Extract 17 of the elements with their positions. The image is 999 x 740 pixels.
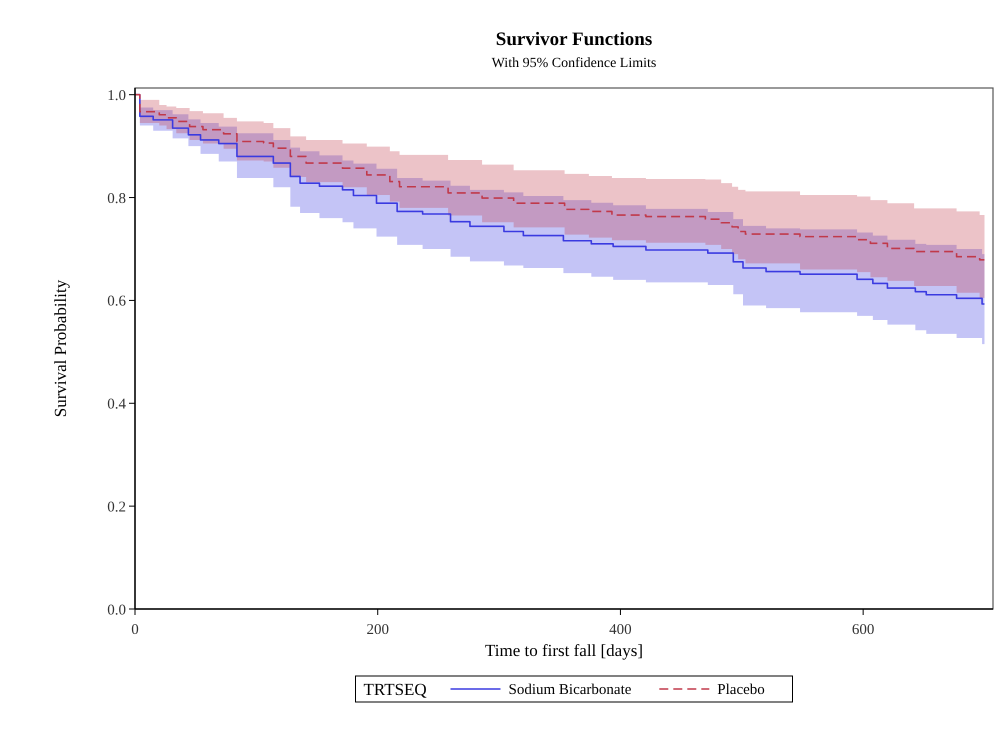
legend-label: Sodium Bicarbonate: [508, 682, 632, 698]
y-axis-title: Survival Probability: [51, 279, 70, 418]
x-axis-title: Time to first fall [days]: [484, 641, 644, 660]
y-tick-label: 0.2: [107, 499, 126, 516]
legend-title: TRTSEQ: [364, 680, 427, 699]
y-tick-label: 0.0: [107, 602, 126, 618]
legend-label: Placebo: [717, 682, 765, 698]
x-tick-label: 400: [609, 622, 632, 638]
chart-title: Survivor Functions: [496, 29, 652, 50]
x-tick-label: 600: [852, 622, 874, 638]
chart-subtitle: With 95% Confidence Limits: [492, 56, 656, 71]
y-tick-label: 0.6: [107, 294, 126, 310]
y-tick-label: 0.4: [107, 396, 126, 413]
y-tick-label: 1.0: [107, 88, 126, 104]
y-tick-label: 0.8: [107, 190, 126, 207]
x-tick-label: 200: [366, 622, 389, 638]
x-tick-label: 0: [131, 622, 139, 638]
